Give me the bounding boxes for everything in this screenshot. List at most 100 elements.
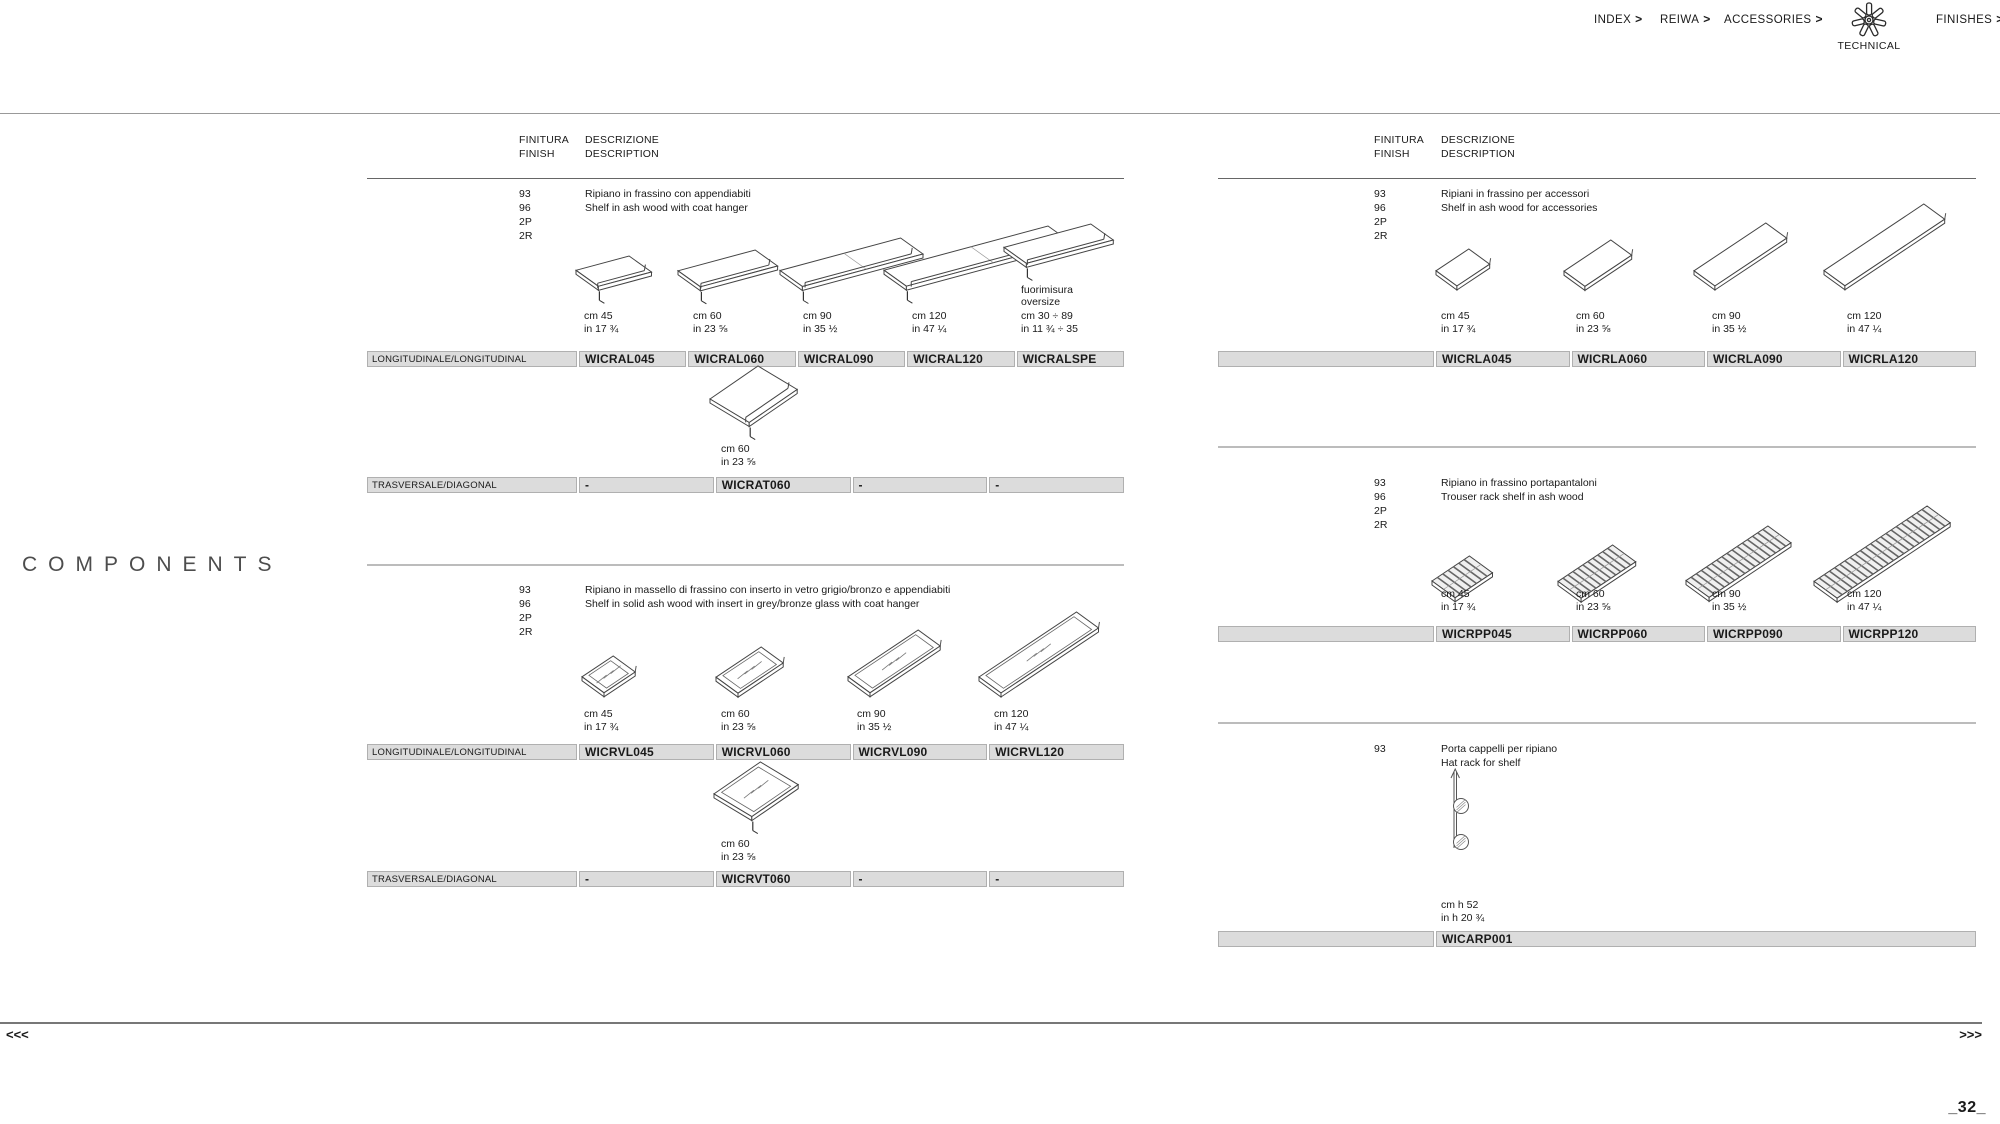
- page-number: _32_: [1948, 1099, 1986, 1116]
- row-type-label: [1218, 931, 1434, 947]
- nav-item-index[interactable]: INDEX >: [1594, 12, 1643, 26]
- product-code-cell: WICRLA060: [1571, 351, 1705, 367]
- shelf-transversal-cm60-drawing: [706, 362, 806, 442]
- section-description: Ripiano in massello di frassino con inse…: [585, 583, 950, 611]
- prev-pages-link[interactable]: <<<: [6, 1027, 29, 1042]
- dimension-in: in 17 ¾: [1441, 601, 1476, 613]
- product-code-bar: TRASVERSALE/DIAGONAL - WICRVT060 - -: [367, 871, 1124, 887]
- product-code-cell: WICRLA120: [1842, 351, 1976, 367]
- glass-shelf-cm90-drawing: [844, 626, 946, 702]
- product-code-cell: -: [852, 871, 988, 887]
- product-code-bar: LONGITUDINALE/LONGITUDINAL WICRVL045 WIC…: [367, 744, 1124, 760]
- row-type-label: [1218, 351, 1434, 367]
- nav-item-reiwa[interactable]: REIWA >: [1660, 12, 1711, 26]
- product-code-cell: WICRAL090: [797, 351, 906, 367]
- finish-codes-list: 93 96 2P 2R: [1374, 477, 1388, 531]
- column-header-rule-left: [367, 178, 1124, 179]
- description-it: Ripiano in frassino portapantaloni: [1441, 477, 1597, 489]
- oversize-note-it: fuorimisura: [1021, 284, 1073, 296]
- dimension-in: in 17 ¾: [1441, 323, 1476, 335]
- hat-rack-drawing: [1436, 762, 1482, 856]
- product-code-cell: WICRVL060: [715, 744, 851, 760]
- product-code-cell: WICRALSPE: [1016, 351, 1125, 367]
- dimension-label: cm 45 in 17 ¾: [1441, 588, 1475, 614]
- product-code-cell: -: [579, 477, 714, 493]
- dimension-in: in h 20 ¾: [1441, 912, 1485, 924]
- dimension-cm: cm 45: [584, 310, 613, 322]
- description-en: Trouser rack shelf in ash wood: [1441, 491, 1584, 503]
- next-pages-link[interactable]: >>>: [1959, 1027, 1982, 1042]
- row-type-label: LONGITUDINALE/LONGITUDINAL: [367, 351, 577, 367]
- oversize-note-en: oversize: [1021, 296, 1061, 308]
- description-en: Hat rack for shelf: [1441, 757, 1521, 769]
- technical-logo-icon[interactable]: [1850, 1, 1888, 39]
- dimension-in: in 47 ¼: [1847, 601, 1882, 613]
- finitura-header: FINITURA FINISH: [519, 134, 569, 161]
- section-divider: [1218, 446, 1976, 448]
- dimension-cm: cm 90: [1712, 588, 1741, 600]
- technical-label: TECHNICAL: [1837, 40, 1901, 52]
- dimension-label: cm 45 in 17 ¾: [1441, 310, 1475, 336]
- dimension-label: cm 90 in 35 ½: [803, 310, 837, 336]
- product-code-cell: -: [579, 871, 714, 887]
- dimension-label: cm 120 in 47 ¼: [1847, 588, 1881, 614]
- dimension-label: cm 90 in 35 ½: [857, 708, 891, 734]
- product-code-cell: WICRLA045: [1436, 351, 1570, 367]
- product-code-cell: WICRAL060: [688, 351, 796, 367]
- dimension-cm: cm 90: [803, 310, 832, 322]
- nav-reiwa-label: REIWA: [1660, 14, 1700, 26]
- nav-item-accessories[interactable]: ACCESSORIES >: [1724, 12, 1823, 26]
- trouser-rack-cm120-drawing: [1810, 502, 1962, 604]
- product-code-bar: TRASVERSALE/DIAGONAL - WICRAT060 - -: [367, 477, 1124, 493]
- glass-shelf-cm120-drawing: [975, 608, 1105, 702]
- glass-shelf-transversal-cm60-drawing: [710, 758, 810, 836]
- dimension-in: in 35 ½: [857, 721, 892, 733]
- product-code-bar: LONGITUDINALE/LONGITUDINAL WICRAL045 WIC…: [367, 351, 1125, 367]
- dimension-cm: cm 120: [994, 708, 1029, 720]
- dimension-in: in 23 ⅝: [721, 456, 756, 468]
- glass-shelf-cm60-drawing: [712, 643, 788, 702]
- dimension-label: cm 45 in 17 ¾: [584, 708, 618, 734]
- dimension-in: in 47 ¼: [994, 721, 1029, 733]
- finish-codes-list: 93 96 2P 2R: [519, 584, 533, 638]
- description-label: DESCRIPTION: [1441, 147, 1515, 160]
- row-type-label: TRASVERSALE/DIAGONAL: [367, 477, 577, 493]
- section-divider: [367, 564, 1124, 566]
- product-code-cell: -: [852, 477, 988, 493]
- dimension-cm: cm 120: [1847, 310, 1882, 322]
- nav-item-finishes[interactable]: FINISHES>: [1936, 12, 2000, 26]
- dimension-cm: cm 60: [693, 310, 722, 322]
- finitura-header: FINITURA FINISH: [1374, 134, 1424, 161]
- accessory-shelf-cm120-drawing: [1820, 200, 1950, 292]
- dimension-label: cm 60 in 23 ⅝: [693, 310, 727, 336]
- product-code-cell: WICRVL090: [852, 744, 988, 760]
- section-divider: [1218, 722, 1976, 724]
- section-description: Ripiano in frassino con appendiabiti She…: [585, 187, 751, 215]
- nav-index-label: INDEX: [1594, 14, 1632, 26]
- components-title: COMPONENTS: [22, 553, 283, 576]
- dimension-cm: cm 60: [721, 708, 750, 720]
- product-code-cell: WICRPP060: [1571, 626, 1705, 642]
- nav-finishes-label: FINISHES: [1936, 14, 1993, 26]
- dimension-label: cm 120 in 47 ¼: [1847, 310, 1881, 336]
- finish-codes-list: 93 96 2P 2R: [1374, 188, 1388, 242]
- product-code-bar: WICRLA045 WICRLA060 WICRLA090 WICRLA120: [1218, 351, 1976, 367]
- chevron-right-icon: >: [1996, 12, 2000, 26]
- description-it: Ripiano in frassino con appendiabiti: [585, 188, 751, 200]
- row-type-label: LONGITUDINALE/LONGITUDINAL: [367, 744, 577, 760]
- dimension-in: in 11 ¾ ÷ 35: [1021, 323, 1078, 335]
- description-en: Shelf in ash wood with coat hanger: [585, 202, 748, 214]
- product-code-cell: -: [989, 477, 1124, 493]
- dimension-cm: cm 60: [721, 443, 750, 455]
- accessory-shelf-cm90-drawing: [1690, 219, 1792, 292]
- product-code-cell: WICRPP090: [1707, 626, 1841, 642]
- product-code-cell: WICRPP120: [1842, 626, 1976, 642]
- section-description: Ripiani in frassino per accessori Shelf …: [1441, 187, 1597, 215]
- nav-accessories-label: ACCESSORIES: [1724, 14, 1812, 26]
- dimension-in: in 47 ¼: [1847, 323, 1882, 335]
- dimension-cm: cm 90: [857, 708, 886, 720]
- dimension-in: in 23 ⅝: [1576, 323, 1611, 335]
- dimension-label: cm 60 in 23 ⅝: [721, 838, 755, 864]
- footer-rule: [0, 1022, 1982, 1024]
